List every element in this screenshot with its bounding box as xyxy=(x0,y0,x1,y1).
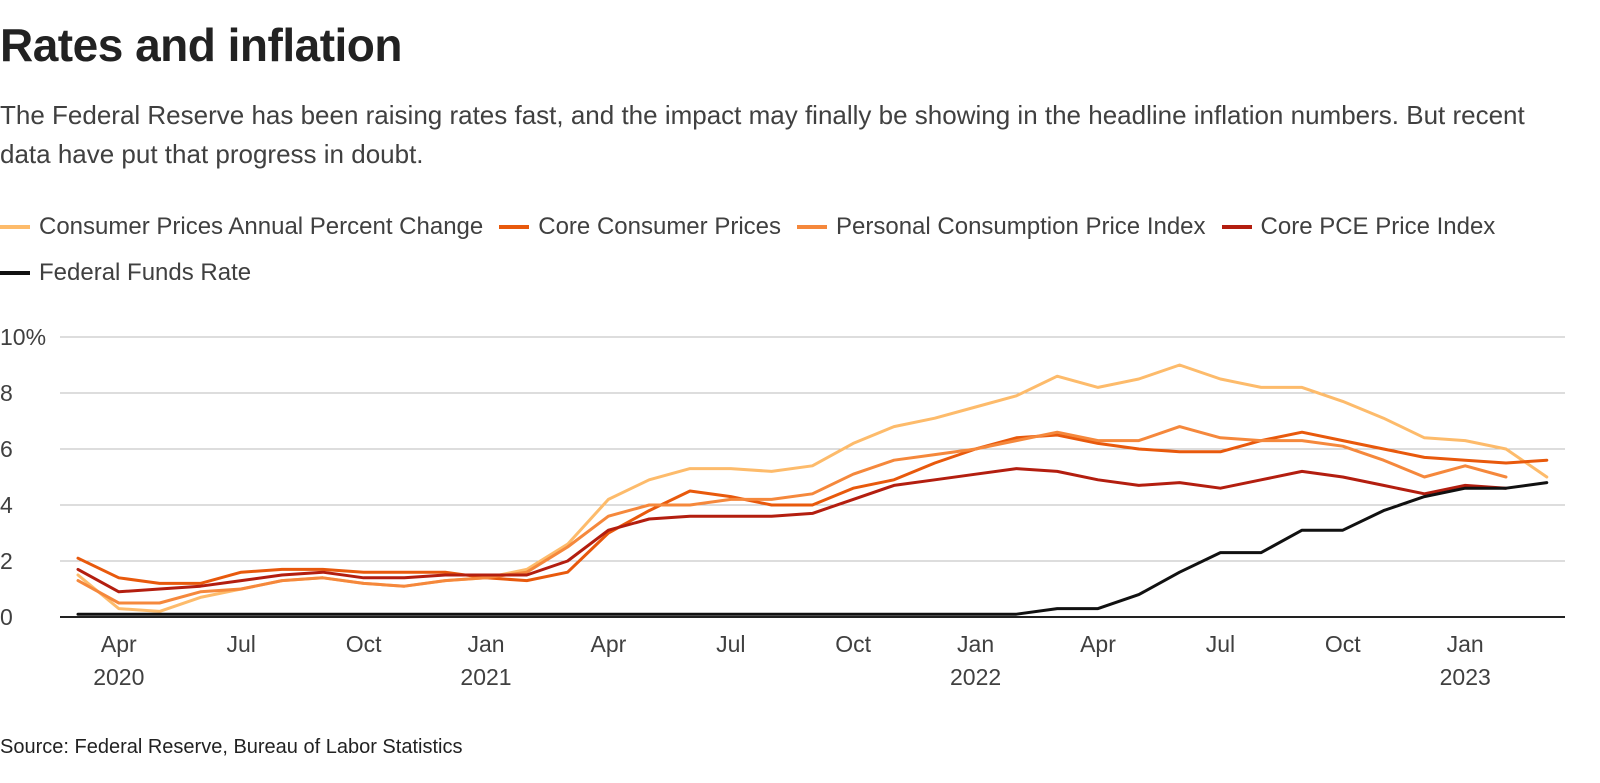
legend-item-federal-funds-rate: Federal Funds Rate xyxy=(0,256,251,290)
y-tick-label: 2 xyxy=(0,548,13,574)
legend-label: Core PCE Price Index xyxy=(1260,213,1496,240)
x-tick-label: Apr xyxy=(1080,631,1116,657)
x-tick-label: Jan xyxy=(467,631,504,657)
line-chart: 0 2 4 6 8 10% Apr 2020 Jul Oct Jan 2021 Apr Jul Oct Jan… xyxy=(0,324,1565,690)
series-line-core-consumer-prices xyxy=(76,430,1549,585)
legend-label: Personal Consumption Price Index xyxy=(836,213,1206,240)
y-tick-label: 4 xyxy=(0,492,13,518)
legend-swatch xyxy=(1221,225,1252,229)
legend-swatch xyxy=(0,271,30,275)
x-tick-label: Jan xyxy=(1447,631,1484,657)
legend-label: Federal Funds Rate xyxy=(39,259,252,286)
x-tick-label: Oct xyxy=(1325,631,1361,657)
chart-subtitle: The Federal Reserve has been raising rat… xyxy=(0,100,1525,169)
legend: Consumer Prices Annual Percent Change Cor… xyxy=(0,210,1560,290)
legend-item-core-consumer-prices: Core Consumer Prices xyxy=(499,210,781,244)
y-tick-label: 10% xyxy=(0,324,46,350)
y-tick-label: 6 xyxy=(0,436,13,462)
source-note: Source: Federal Reserve, Bureau of Labor… xyxy=(0,736,463,758)
x-tick-label: Apr xyxy=(591,631,627,657)
legend-swatch xyxy=(499,225,530,229)
legend-label: Core Consumer Prices xyxy=(538,213,781,240)
x-tick-label: Jul xyxy=(1206,631,1235,657)
x-tick-label: Jan xyxy=(957,631,994,657)
x-tick-label: Jul xyxy=(226,631,255,657)
legend-item-core-pce-price-index: Core PCE Price Index xyxy=(1221,210,1496,244)
x-tick-year-label: 2020 xyxy=(93,664,144,690)
legend-swatch xyxy=(797,225,827,229)
series-lines xyxy=(76,363,1549,616)
chart-title: Rates and inflation xyxy=(0,19,402,71)
axes: 0 2 4 6 8 10% Apr 2020 Jul Oct Jan 2021 Apr Jul Oct Jan… xyxy=(0,324,1565,690)
x-tick-label: Oct xyxy=(346,631,382,657)
series-line-core-pce-price-index xyxy=(76,467,1508,594)
gridlines xyxy=(60,336,1565,562)
legend-item-personal-consumption-price-index: Personal Consumption Price Index xyxy=(797,210,1206,244)
x-tick-label: Apr xyxy=(101,631,137,657)
x-tick-year-label: 2021 xyxy=(460,664,511,690)
legend-swatch xyxy=(0,225,30,229)
x-tick-label: Oct xyxy=(835,631,871,657)
x-tick-label: Jul xyxy=(716,631,745,657)
series-line-federal-funds-rate xyxy=(76,481,1549,616)
series-line-personal-consumption-price-index xyxy=(76,425,1508,605)
y-tick-label: 8 xyxy=(0,380,13,406)
y-tick-label: 0 xyxy=(0,604,13,630)
x-tick-year-label: 2022 xyxy=(950,664,1001,690)
legend-label: Consumer Prices Annual Percent Change xyxy=(39,213,484,240)
x-tick-year-label: 2023 xyxy=(1440,664,1491,690)
legend-item-consumer-prices-annual-percent-change: Consumer Prices Annual Percent Change xyxy=(0,210,483,244)
